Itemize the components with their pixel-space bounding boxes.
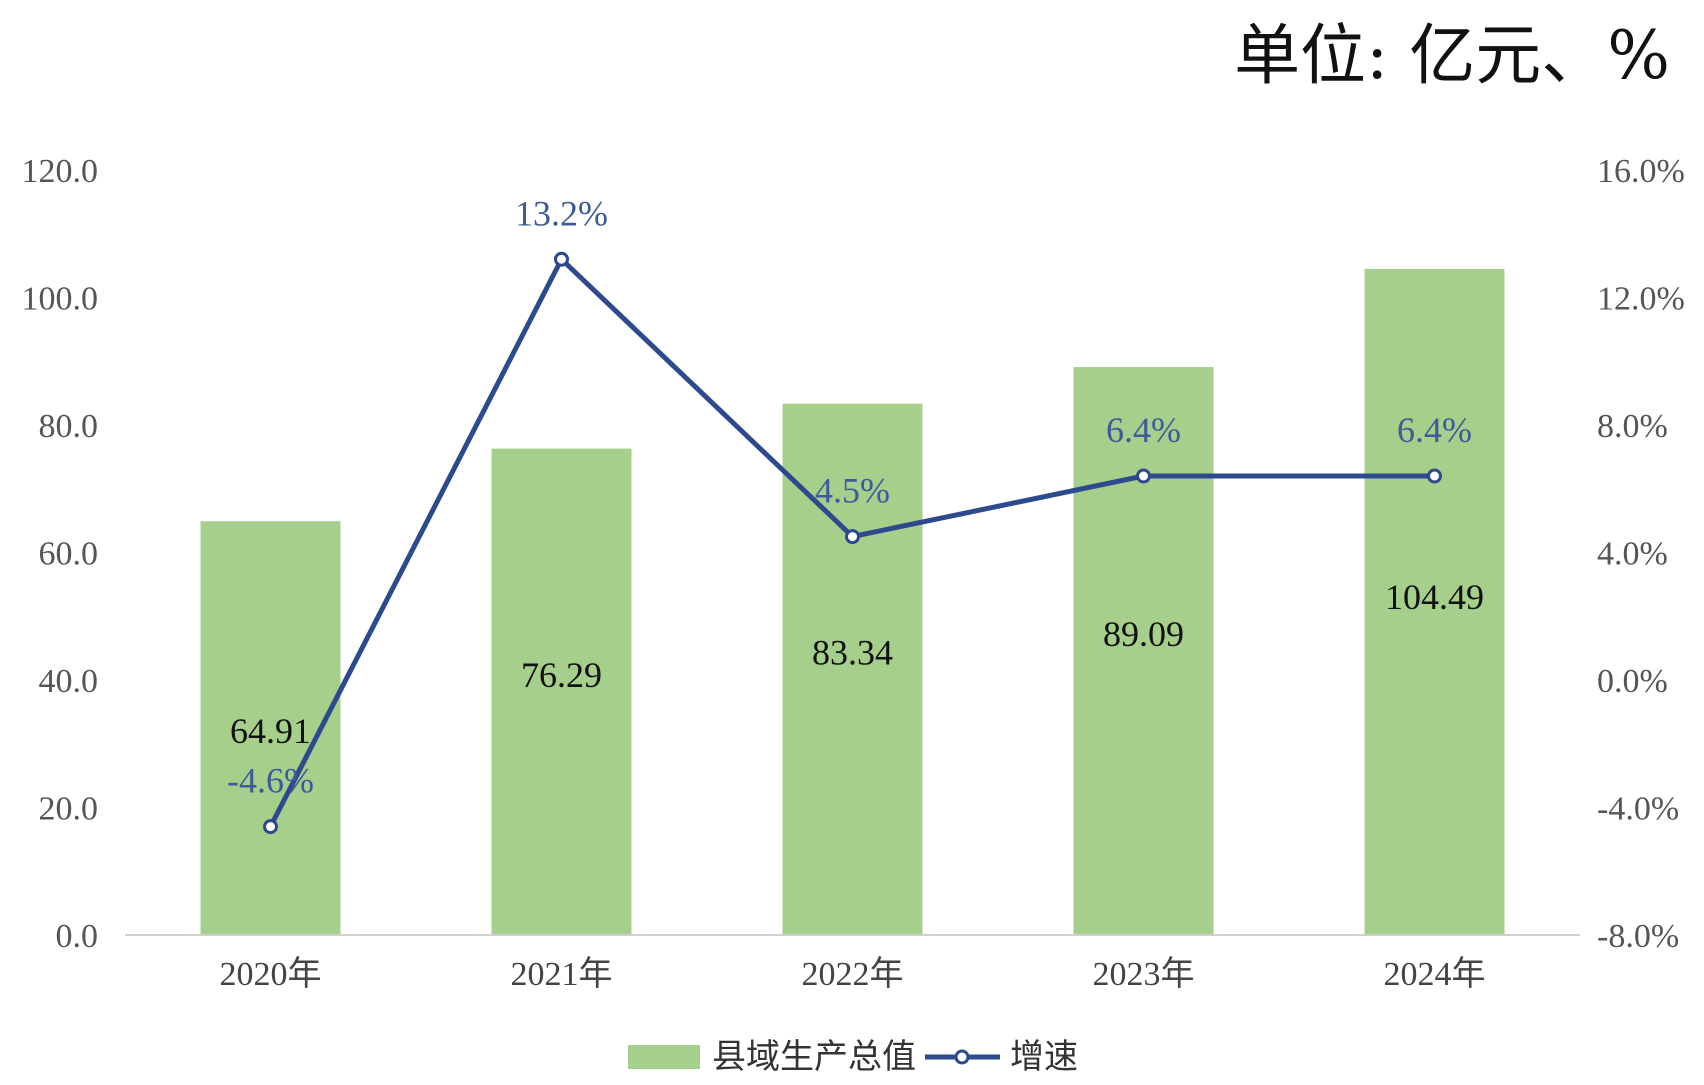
- bar-value-label: 64.91: [230, 711, 311, 751]
- x-axis-ticks: 2020年 2021年 2022年 2023年 2024年: [220, 955, 1486, 993]
- right-axis-tick-label: 16.0%: [1597, 153, 1685, 190]
- x-axis-tick-label: 2020年: [220, 955, 322, 993]
- right-axis-ticks: -8.0% -4.0% 0.0% 4.0% 8.0% 12.0% 16.0%: [1597, 153, 1685, 955]
- line-value-label: 6.4%: [1397, 410, 1472, 450]
- right-axis-tick-label: 0.0%: [1597, 663, 1668, 700]
- left-axis-tick-label: 20.0: [39, 791, 99, 828]
- right-axis-tick-label: -8.0%: [1597, 918, 1679, 955]
- legend-bar-swatch: [628, 1045, 700, 1069]
- line-point: [263, 819, 278, 835]
- legend-line-marker: [954, 1049, 970, 1065]
- left-axis-tick-label: 60.0: [39, 536, 99, 573]
- line-point: [1136, 468, 1151, 484]
- legend: 县域生产总值 增速: [628, 1037, 1078, 1077]
- right-axis-tick-label: -4.0%: [1597, 791, 1679, 828]
- right-axis-tick-label: 8.0%: [1597, 408, 1668, 445]
- line-series: [263, 251, 1442, 835]
- bar: [1364, 268, 1505, 936]
- left-axis-tick-label: 120.0: [22, 153, 99, 190]
- bar-value-label: 76.29: [521, 655, 602, 695]
- bar: [1073, 367, 1214, 935]
- legend-line-label: 增速: [1010, 1037, 1078, 1077]
- x-axis-tick-label: 2023年: [1093, 955, 1195, 993]
- left-axis-ticks: 0.0 20.0 40.0 60.0 80.0 100.0 120.0: [22, 153, 99, 955]
- line-value-label: -4.6%: [227, 761, 314, 801]
- bar-data-labels: 64.91 76.29 83.34 89.09 104.49: [230, 577, 1484, 751]
- unit-label: 单位: 亿元、%: [1234, 17, 1670, 94]
- line-value-label: 13.2%: [515, 193, 608, 233]
- right-axis-tick-label: 4.0%: [1597, 536, 1668, 573]
- line-value-label: 6.4%: [1106, 410, 1181, 450]
- legend-bar-label: 县域生产总值: [712, 1037, 916, 1077]
- line-value-label: 4.5%: [815, 471, 890, 511]
- line-point: [554, 251, 569, 267]
- left-axis-tick-label: 40.0: [39, 663, 99, 700]
- bar-value-label: 83.34: [812, 632, 893, 672]
- line-point: [1427, 468, 1442, 484]
- x-axis-tick-label: 2021年: [511, 955, 613, 993]
- bar-value-label: 104.49: [1385, 577, 1484, 617]
- x-axis-tick-label: 2024年: [1384, 955, 1486, 993]
- bar-value-label: 89.09: [1103, 614, 1184, 654]
- line-point: [845, 529, 860, 545]
- left-axis-tick-label: 80.0: [39, 408, 99, 445]
- bar: [491, 448, 632, 935]
- left-axis-tick-label: 100.0: [22, 281, 99, 318]
- x-axis-tick-label: 2022年: [802, 955, 904, 993]
- bar-series: [200, 268, 1505, 936]
- right-axis-tick-label: 12.0%: [1597, 281, 1685, 318]
- left-axis-tick-label: 0.0: [56, 918, 99, 955]
- bar: [200, 521, 341, 935]
- line-data-labels: -4.6% 13.2% 4.5% 6.4% 6.4%: [227, 193, 1472, 800]
